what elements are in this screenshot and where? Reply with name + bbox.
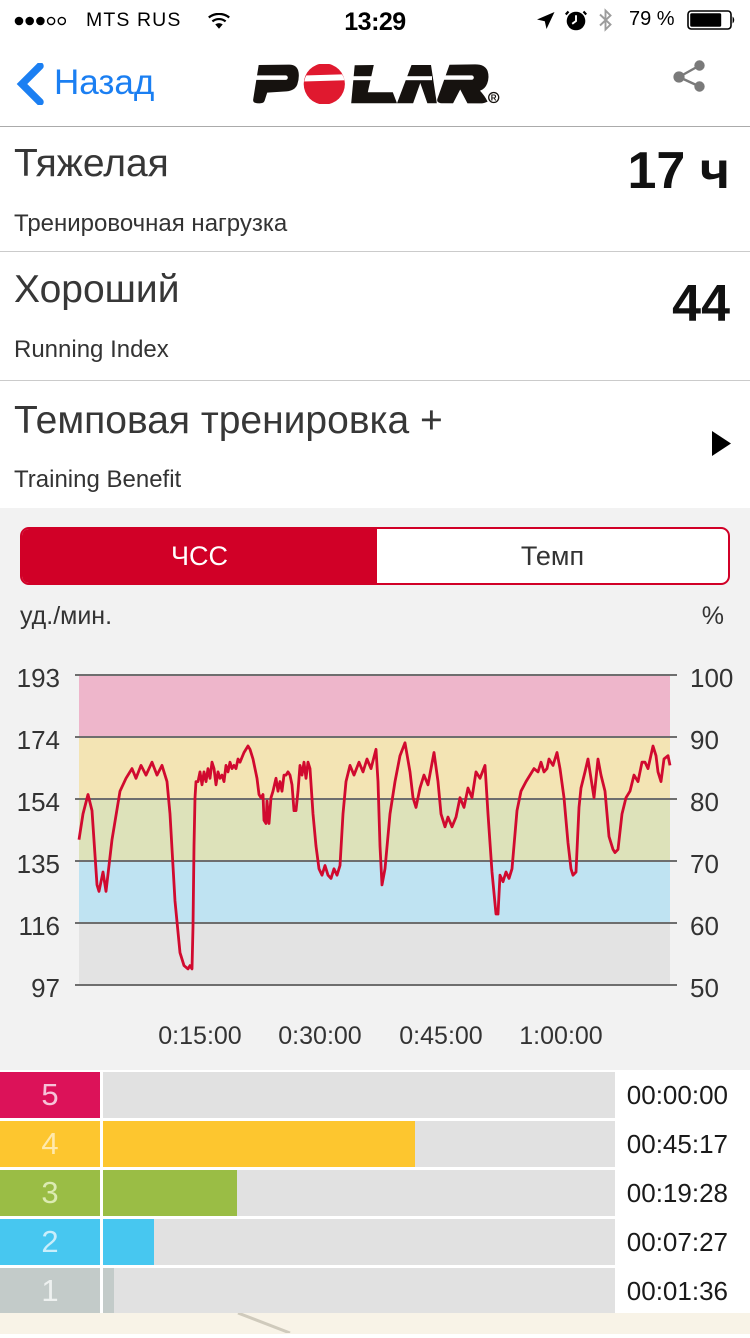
svg-text:R: R xyxy=(491,94,497,103)
